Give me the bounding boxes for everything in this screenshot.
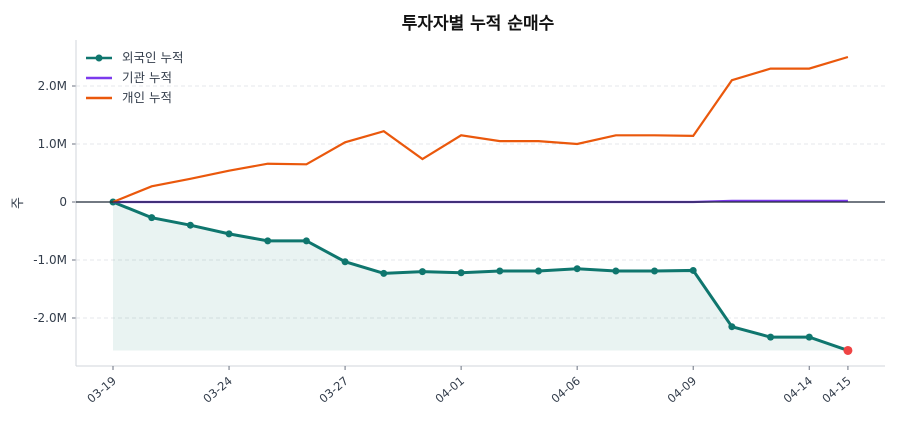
data-point [805, 333, 813, 341]
y-tick-label: 0 [59, 195, 67, 209]
x-tick-label: 03-27 [316, 374, 351, 406]
legend-label: 기관 누적 [122, 70, 172, 85]
data-point [612, 267, 620, 275]
y-tick-label: 1.0M [38, 137, 67, 151]
data-point [264, 237, 272, 245]
data-point [418, 268, 426, 276]
data-point [728, 323, 736, 331]
data-point [573, 265, 581, 273]
data-point [651, 267, 659, 275]
x-tick-label: 04-01 [432, 374, 467, 406]
data-point [380, 269, 388, 277]
data-point [767, 333, 775, 341]
data-point [148, 214, 156, 222]
data-point [302, 237, 310, 245]
x-tick-label: 03-19 [84, 374, 119, 406]
y-tick-label: 2.0M [38, 79, 67, 93]
legend-label: 외국인 누적 [122, 50, 183, 65]
chart-title: 투자자별 누적 순매수 [402, 14, 555, 34]
series-fill-area [113, 202, 848, 351]
legend-label: 개인 누적 [122, 90, 172, 105]
x-tick-label: 04-09 [665, 374, 700, 406]
y-tick-label: -2.0M [33, 311, 67, 325]
x-tick-label: 03-24 [200, 374, 235, 406]
data-point [689, 266, 697, 274]
data-point [843, 345, 853, 355]
data-point [496, 267, 504, 275]
data-point [341, 258, 349, 266]
legend-marker [95, 54, 103, 62]
data-point [534, 267, 542, 275]
data-point [457, 269, 465, 277]
series-line [112, 200, 849, 352]
y-axis-label: 주 [11, 197, 26, 209]
data-point [186, 221, 194, 229]
x-tick-label: 04-06 [548, 374, 583, 406]
y-tick-label: -1.0M [33, 253, 67, 267]
x-tick-label: 04-14 [781, 374, 816, 406]
series-line [112, 55, 849, 204]
x-tick-label: 04-15 [819, 374, 854, 406]
data-point [225, 230, 233, 238]
